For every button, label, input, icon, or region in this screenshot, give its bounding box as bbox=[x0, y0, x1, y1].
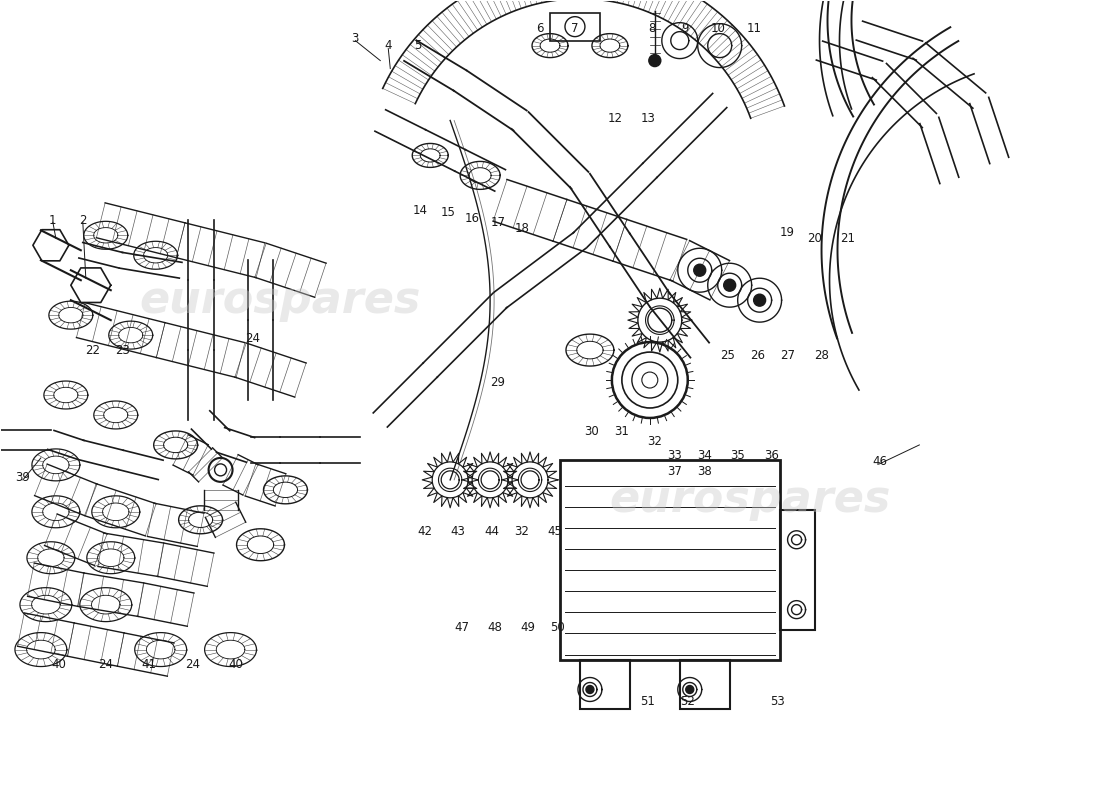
Text: 24: 24 bbox=[245, 332, 260, 345]
Circle shape bbox=[724, 279, 736, 291]
Text: eurospares: eurospares bbox=[140, 278, 421, 322]
Text: 30: 30 bbox=[584, 426, 600, 438]
Text: 37: 37 bbox=[668, 466, 682, 478]
Text: 17: 17 bbox=[491, 216, 506, 229]
Text: 27: 27 bbox=[780, 349, 795, 362]
Text: 34: 34 bbox=[697, 450, 712, 462]
Circle shape bbox=[685, 686, 694, 694]
Text: 10: 10 bbox=[711, 22, 725, 35]
Text: 19: 19 bbox=[780, 226, 795, 238]
Text: eurospares: eurospares bbox=[609, 478, 890, 522]
Text: 2: 2 bbox=[79, 214, 87, 227]
Text: 31: 31 bbox=[615, 426, 629, 438]
Text: 45: 45 bbox=[548, 526, 562, 538]
Text: 42: 42 bbox=[418, 526, 432, 538]
Bar bbox=[550, 13, 600, 41]
Text: 26: 26 bbox=[750, 349, 766, 362]
Text: 20: 20 bbox=[807, 232, 822, 245]
Circle shape bbox=[694, 264, 706, 276]
Text: 23: 23 bbox=[116, 343, 130, 357]
Text: 40: 40 bbox=[52, 658, 66, 671]
Text: 28: 28 bbox=[814, 349, 829, 362]
Text: 5: 5 bbox=[415, 39, 422, 52]
Circle shape bbox=[754, 294, 766, 306]
Text: 39: 39 bbox=[15, 471, 31, 484]
Text: 7: 7 bbox=[571, 22, 579, 35]
Text: 25: 25 bbox=[720, 349, 735, 362]
Text: 24: 24 bbox=[185, 658, 200, 671]
Circle shape bbox=[586, 686, 594, 694]
Bar bbox=[780, 510, 814, 630]
Text: 41: 41 bbox=[141, 658, 156, 671]
Text: 46: 46 bbox=[872, 455, 887, 468]
Text: 16: 16 bbox=[464, 212, 480, 225]
Text: 33: 33 bbox=[668, 450, 682, 462]
Text: 53: 53 bbox=[770, 695, 785, 708]
Bar bbox=[560, 460, 780, 659]
Text: 6: 6 bbox=[537, 22, 543, 35]
Text: 40: 40 bbox=[228, 658, 243, 671]
Text: 32: 32 bbox=[648, 435, 662, 449]
Text: 36: 36 bbox=[764, 450, 779, 462]
Text: 52: 52 bbox=[680, 695, 695, 708]
Text: 32: 32 bbox=[515, 526, 529, 538]
Text: 3: 3 bbox=[352, 32, 359, 45]
Text: 9: 9 bbox=[681, 22, 689, 35]
Text: 38: 38 bbox=[697, 466, 712, 478]
Circle shape bbox=[649, 54, 661, 66]
Text: 48: 48 bbox=[487, 621, 503, 634]
Text: 51: 51 bbox=[640, 695, 656, 708]
Text: 43: 43 bbox=[451, 526, 465, 538]
Text: 12: 12 bbox=[607, 112, 623, 125]
Text: 50: 50 bbox=[551, 621, 565, 634]
Text: 22: 22 bbox=[86, 343, 100, 357]
Text: 1: 1 bbox=[50, 214, 56, 227]
Text: 24: 24 bbox=[98, 658, 113, 671]
Text: 47: 47 bbox=[454, 621, 470, 634]
Text: 21: 21 bbox=[840, 232, 855, 245]
Bar bbox=[680, 659, 729, 710]
Text: 14: 14 bbox=[412, 204, 428, 217]
Text: 8: 8 bbox=[648, 22, 656, 35]
Text: 18: 18 bbox=[515, 222, 529, 234]
Text: 29: 29 bbox=[491, 375, 506, 389]
Text: 44: 44 bbox=[485, 526, 499, 538]
Text: 49: 49 bbox=[520, 621, 536, 634]
Text: 13: 13 bbox=[640, 112, 656, 125]
Text: 35: 35 bbox=[730, 450, 745, 462]
Bar bbox=[580, 659, 630, 710]
Text: 11: 11 bbox=[747, 22, 762, 35]
Text: 15: 15 bbox=[441, 206, 455, 219]
Text: 4: 4 bbox=[385, 39, 392, 52]
